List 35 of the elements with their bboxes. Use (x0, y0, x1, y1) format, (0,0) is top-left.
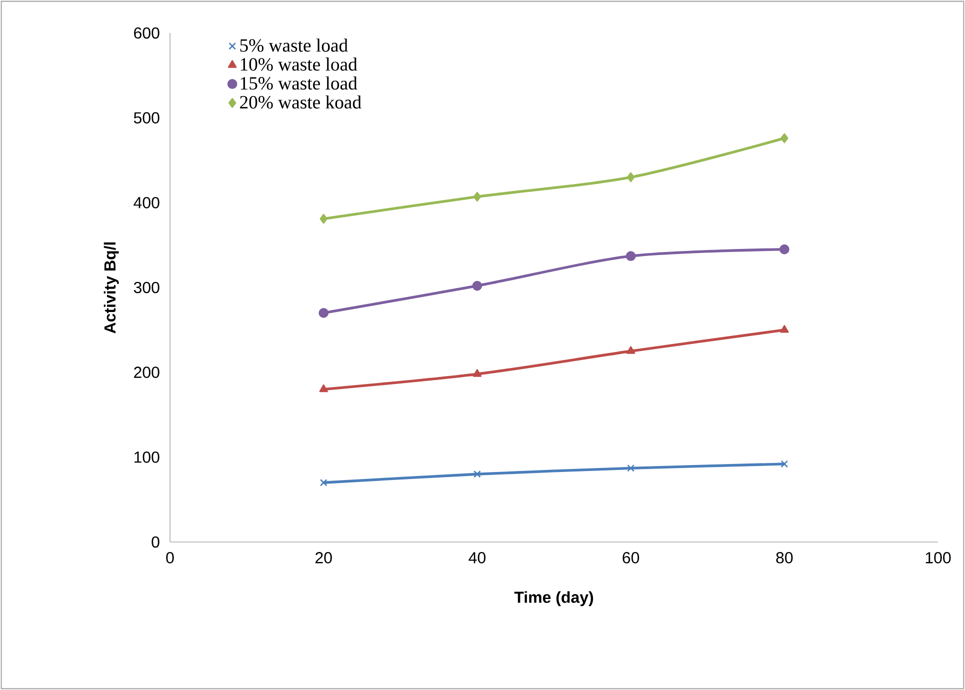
x-tick-label: 80 (776, 552, 793, 564)
point (474, 470, 481, 478)
point (626, 251, 636, 262)
legend-label: 10% waste load (240, 58, 358, 71)
point (627, 464, 634, 472)
point (319, 384, 328, 392)
x-tick-label: 100 (926, 552, 951, 564)
point (472, 369, 482, 377)
x-tick-label: 40 (468, 552, 486, 564)
y-tick-label: 600 (134, 27, 160, 39)
x-tick-label: 20 (316, 552, 332, 564)
point (780, 133, 788, 144)
y-tick-label: 500 (134, 112, 160, 124)
y-tick-label: 100 (134, 452, 160, 463)
y-tick-label: 400 (134, 197, 160, 208)
point (626, 346, 636, 354)
point (320, 214, 328, 224)
y-tick-label: 300 (134, 282, 160, 294)
legend-label: 5% waste load (240, 38, 348, 52)
legend-label: 15% waste load (240, 76, 358, 90)
point (473, 192, 482, 202)
point (626, 172, 635, 182)
point (320, 478, 328, 486)
y-tick-label: 200 (134, 366, 160, 378)
x-tick-label: 0 (166, 552, 174, 564)
point (780, 460, 788, 468)
point (780, 324, 789, 333)
point (472, 280, 482, 291)
legend-label: 20% waste koad (240, 95, 362, 109)
x-tick-label: 60 (622, 552, 640, 564)
point (318, 308, 329, 318)
y-tick-label: 0 (152, 536, 160, 548)
x-axis-title: Time (day) (514, 591, 594, 606)
point (779, 244, 790, 254)
y-axis-title: Activity Bq/l (104, 242, 119, 334)
